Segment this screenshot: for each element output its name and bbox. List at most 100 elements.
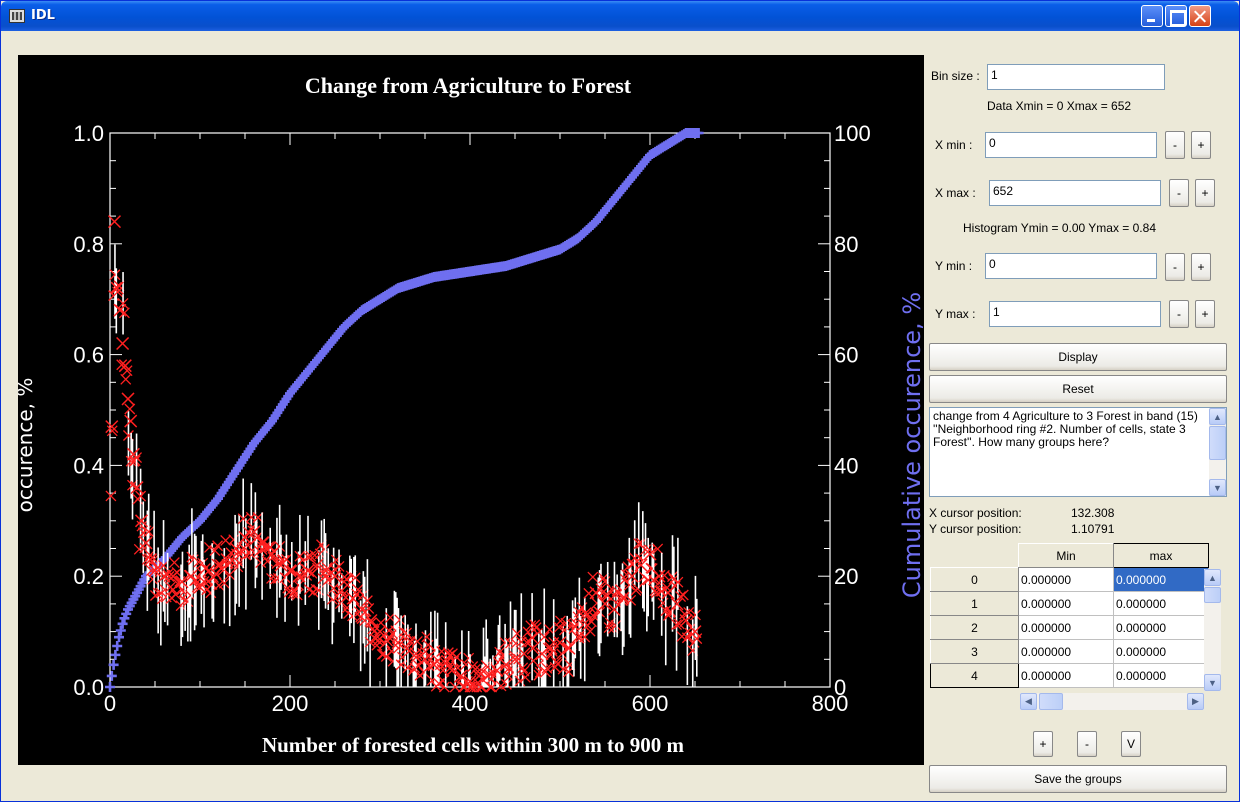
ymin-label: Y min : — [935, 259, 973, 273]
xmin-input[interactable]: 0 — [985, 132, 1157, 158]
row-header[interactable]: 1 — [930, 591, 1019, 616]
column-header-max[interactable]: max — [1113, 543, 1209, 568]
min-cell[interactable]: 0.000000 — [1018, 615, 1114, 640]
max-cell[interactable]: 0.000000 — [1113, 591, 1209, 616]
occurence-marker — [677, 589, 689, 601]
cumulative-marker — [115, 625, 126, 636]
chart-title: Change from Agriculture to Forest — [305, 73, 632, 98]
occurence-marker — [527, 655, 539, 667]
groups-table: Min max 0 0.000000 0.000000 1 0.000000 0… — [930, 543, 1209, 688]
save-groups-button[interactable]: Save the groups — [929, 765, 1227, 793]
occurence-marker — [610, 620, 622, 632]
min-cell[interactable]: 0.000000 — [1018, 591, 1114, 616]
xmin-increase-button[interactable]: + — [1191, 131, 1211, 159]
scroll-down-icon[interactable]: ▼ — [1209, 479, 1226, 496]
bin-size-input[interactable]: 1 — [987, 64, 1165, 90]
occurence-marker — [675, 591, 687, 603]
notes-scrollbar[interactable]: ▲ ▼ — [1209, 408, 1226, 496]
y2-tick-label: 0 — [834, 675, 846, 700]
max-cell[interactable]: 0.000000 — [1113, 663, 1209, 688]
occurence-point — [274, 558, 288, 572]
row-header[interactable]: 2 — [930, 615, 1019, 640]
x-tick-label: 800 — [812, 691, 849, 716]
y-cursor-label: Y cursor position: — [929, 522, 1022, 536]
row-header[interactable]: 0 — [930, 567, 1019, 592]
occurence-marker — [463, 652, 475, 664]
y-tick-label: 0.8 — [73, 232, 104, 257]
occurence-point — [319, 564, 333, 578]
ymax-increase-button[interactable]: + — [1195, 300, 1215, 328]
occurence-point — [634, 558, 648, 572]
occurence-marker — [401, 627, 413, 639]
cumulative-marker — [112, 641, 123, 652]
y-tick-label: 0.2 — [73, 564, 104, 589]
minimize-button[interactable] — [1141, 5, 1163, 27]
occurence-marker — [109, 269, 121, 281]
notes-scroll-thumb[interactable] — [1209, 426, 1226, 460]
scroll-right-icon[interactable]: ▶ — [1187, 693, 1204, 710]
table-vscrollbar[interactable]: ▲ ▼ — [1204, 569, 1221, 691]
occurence-marker — [514, 675, 526, 687]
xmax-increase-button[interactable]: + — [1195, 179, 1215, 207]
max-cell[interactable]: 0.000000 — [1113, 639, 1209, 664]
remove-group-button[interactable]: - — [1077, 731, 1097, 757]
xmin-label: X min : — [935, 138, 973, 152]
add-group-button[interactable]: + — [1033, 731, 1053, 757]
occurence-marker — [584, 625, 596, 637]
y2-tick-label: 100 — [834, 121, 871, 146]
ymin-increase-button[interactable]: + — [1191, 253, 1211, 281]
occurence-point — [670, 597, 684, 611]
occurence-point — [247, 525, 261, 539]
xmin-decrease-button[interactable]: - — [1165, 131, 1185, 159]
occurence-point — [292, 569, 306, 583]
scroll-up-icon[interactable]: ▲ — [1209, 408, 1226, 425]
occurence-marker — [560, 617, 572, 629]
v-button[interactable]: V — [1121, 731, 1141, 757]
display-button[interactable]: Display — [929, 343, 1227, 371]
max-cell[interactable]: 0.000000 — [1113, 615, 1209, 640]
occurence-series — [105, 215, 703, 693]
title-bar[interactable]: IDL — [1, 1, 1239, 31]
occurence-marker — [170, 589, 182, 601]
max-cell[interactable]: 0.000000 — [1113, 567, 1209, 592]
occurence-marker — [287, 587, 299, 599]
plot-canvas[interactable]: Change from Agriculture to Forest Number… — [18, 55, 924, 765]
occurence-point — [238, 530, 252, 544]
table-hscrollbar[interactable]: ◀ ▶ — [1020, 693, 1204, 710]
occurence-point — [391, 636, 405, 650]
ymin-decrease-button[interactable]: - — [1165, 253, 1185, 281]
ymax-decrease-button[interactable]: - — [1169, 300, 1189, 328]
close-button[interactable] — [1189, 5, 1211, 27]
xmax-input[interactable]: 652 — [989, 180, 1161, 206]
occurence-point — [508, 652, 522, 666]
occurence-point — [490, 663, 504, 677]
scroll-up-icon[interactable]: ▲ — [1204, 569, 1221, 586]
occurence-point — [346, 591, 360, 605]
occurence-point — [220, 553, 234, 567]
min-cell[interactable]: 0.000000 — [1018, 567, 1114, 592]
xmax-decrease-button[interactable]: - — [1169, 179, 1189, 207]
occurence-marker — [255, 557, 267, 569]
occurence-marker — [143, 526, 155, 538]
occurence-marker — [438, 681, 450, 693]
occurence-marker — [456, 672, 468, 684]
row-header[interactable]: 4 — [930, 663, 1019, 688]
min-cell[interactable]: 0.000000 — [1018, 639, 1114, 664]
occurence-marker — [333, 560, 345, 572]
notes-textarea[interactable]: change from 4 Agriculture to 3 Forest in… — [929, 407, 1227, 497]
ymin-input[interactable]: 0 — [985, 253, 1157, 279]
occurence-point — [110, 281, 124, 295]
occurence-point — [211, 558, 225, 572]
min-cell[interactable]: 0.000000 — [1018, 663, 1114, 688]
occurence-marker — [554, 615, 566, 627]
maximize-button[interactable] — [1165, 5, 1187, 27]
scroll-down-icon[interactable]: ▼ — [1204, 674, 1221, 691]
row-header[interactable]: 3 — [930, 639, 1019, 664]
scroll-left-icon[interactable]: ◀ — [1020, 693, 1037, 710]
occurence-point — [166, 569, 180, 583]
table-hscroll-thumb[interactable] — [1039, 693, 1063, 710]
ymax-input[interactable]: 1 — [989, 301, 1161, 327]
table-vscroll-thumb[interactable] — [1204, 587, 1221, 603]
reset-button[interactable]: Reset — [929, 375, 1227, 403]
column-header-min[interactable]: Min — [1018, 543, 1114, 568]
